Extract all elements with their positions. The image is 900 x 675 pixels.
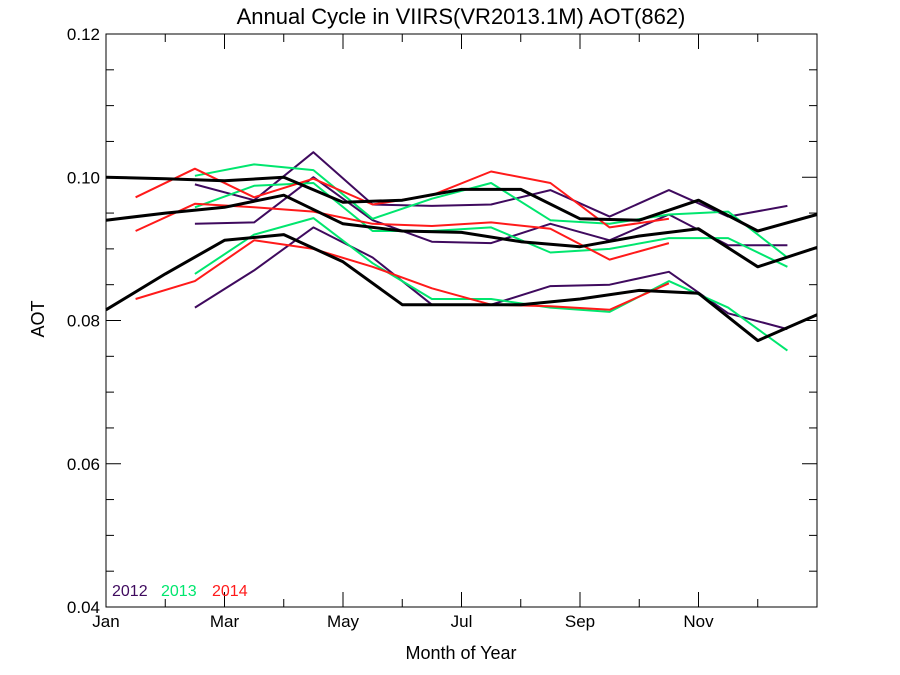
x-tick-label: Jan bbox=[92, 612, 119, 631]
x-tick-label: Sep bbox=[565, 612, 595, 631]
y-tick-label: 0.04 bbox=[67, 598, 100, 617]
series-line-12 bbox=[105, 233, 818, 343]
legend-item-2012: 2012 bbox=[112, 583, 148, 600]
series-line-6 bbox=[194, 217, 788, 352]
y-tick-label: 0.08 bbox=[67, 312, 100, 331]
y-axis-label: AOT bbox=[28, 300, 48, 337]
x-axis-label: Month of Year bbox=[405, 643, 516, 663]
series-line-8 bbox=[135, 202, 670, 261]
x-tick-label: Nov bbox=[683, 612, 714, 631]
y-tick-label: 0.06 bbox=[67, 455, 100, 474]
legend: 2012 2013 2014 bbox=[112, 583, 248, 600]
chart-title: Annual Cycle in VIIRS(VR2013.1M) AOT(862… bbox=[237, 4, 686, 29]
series-line-10 bbox=[105, 175, 818, 233]
y-tick-label: 0.10 bbox=[67, 168, 100, 187]
series-line-4 bbox=[194, 163, 789, 259]
legend-item-2014: 2014 bbox=[212, 583, 248, 600]
series-line-11 bbox=[105, 193, 818, 269]
y-tick-label: 0.12 bbox=[67, 25, 100, 44]
ticks-layer: 0.04 0.06 0.08 0.10 0.12 Jan Mar May Jul Sep Nov bbox=[67, 25, 818, 631]
x-tick-label: Jul bbox=[451, 612, 473, 631]
legend-item-2013: 2013 bbox=[161, 583, 197, 600]
series-line-2 bbox=[194, 176, 788, 247]
x-tick-label: May bbox=[327, 612, 360, 631]
plot-frame bbox=[105, 33, 818, 608]
series-layer bbox=[105, 151, 818, 352]
x-tick-label: Mar bbox=[210, 612, 240, 631]
series-line-9 bbox=[135, 239, 670, 311]
